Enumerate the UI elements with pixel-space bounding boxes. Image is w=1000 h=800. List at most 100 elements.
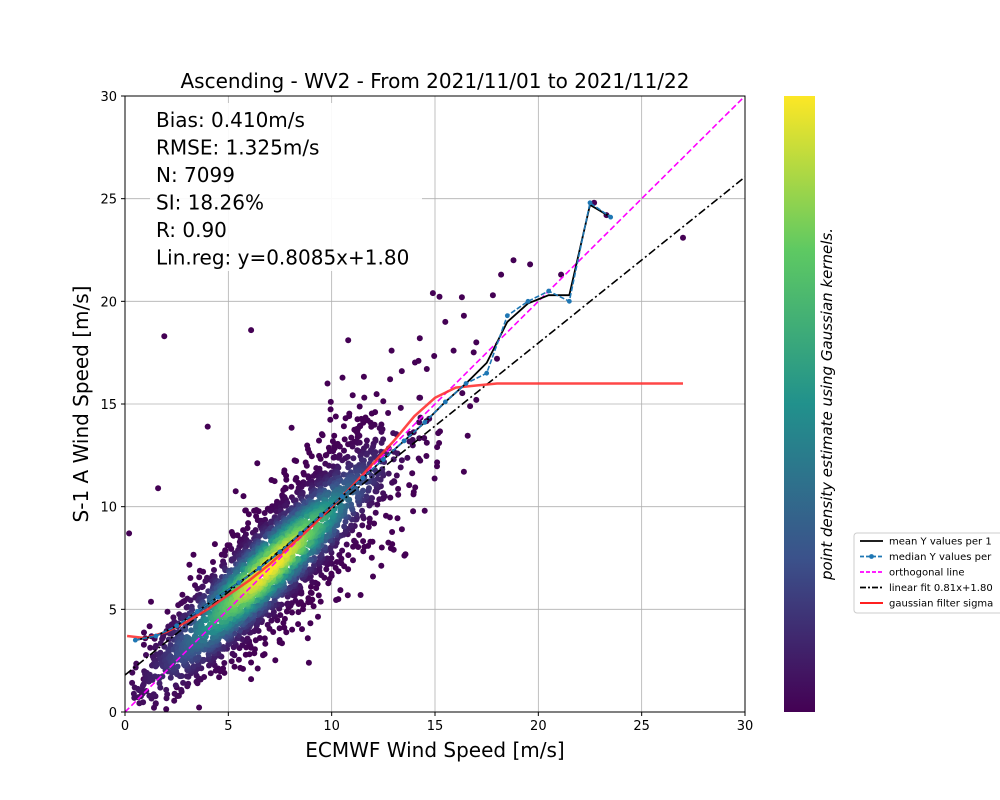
scatter-point — [190, 551, 197, 558]
scatter-point — [395, 491, 402, 498]
median-marker — [566, 298, 572, 304]
scatter-point — [389, 479, 396, 486]
scatter-point — [393, 472, 400, 479]
scatter-point — [366, 501, 373, 508]
scatter-point — [150, 691, 157, 698]
scatter-point — [252, 637, 259, 644]
scatter-point — [333, 559, 340, 565]
scatter-point — [129, 679, 136, 686]
median-marker — [360, 475, 366, 481]
scatter-point — [473, 396, 480, 403]
scatter-point — [380, 490, 387, 497]
scatter-point — [156, 680, 163, 687]
scatter-point — [276, 625, 283, 632]
scatter-point — [289, 626, 296, 633]
scatter-point — [429, 290, 436, 297]
scatter-point — [201, 593, 208, 599]
scatter-point — [349, 443, 356, 450]
median-marker — [298, 530, 304, 536]
scatter-point — [336, 443, 343, 450]
scatter-point — [187, 575, 194, 581]
scatter-point — [293, 458, 300, 464]
scatter-point — [237, 664, 244, 671]
scatter-point — [397, 464, 404, 471]
scatter-point — [323, 566, 330, 573]
scatter-point — [324, 555, 331, 562]
scatter-points — [126, 199, 686, 712]
scatter-point — [255, 574, 261, 581]
scatter-point — [196, 704, 203, 711]
scatter-point — [434, 459, 441, 466]
scatter-point — [368, 423, 375, 430]
scatter-point — [178, 686, 185, 693]
scatter-point — [409, 470, 416, 477]
median-marker — [215, 594, 221, 600]
scatter-point — [183, 673, 190, 680]
y-tick-label: 30 — [100, 90, 117, 105]
scatter-point — [190, 663, 197, 670]
scatter-point — [378, 544, 385, 551]
median-marker — [256, 565, 262, 571]
scatter-point — [402, 551, 409, 558]
scatter-point — [360, 373, 367, 380]
scatter-point — [332, 413, 339, 420]
scatter-point — [349, 392, 356, 399]
scatter-point — [232, 488, 239, 495]
scatter-point — [140, 699, 147, 706]
scatter-point — [328, 570, 335, 577]
scatter-point — [360, 538, 367, 545]
scatter-point — [436, 293, 443, 300]
scatter-point — [194, 585, 201, 592]
scatter-point — [221, 552, 228, 559]
x-axis-title: ECMWF Wind Speed [m/s] — [305, 738, 564, 762]
scatter-point — [164, 608, 171, 615]
scatter-point — [332, 564, 339, 571]
scatter-point — [228, 658, 235, 665]
scatter-point — [385, 470, 392, 477]
median-marker — [484, 370, 490, 376]
scatter-point — [431, 353, 438, 359]
scatter-point — [342, 518, 349, 525]
legend-label: linear fit 0.81x+1.80 — [889, 583, 993, 594]
scatter-point — [288, 483, 295, 490]
scatter-point — [171, 690, 178, 697]
scatter-point — [356, 531, 363, 538]
scatter-point — [450, 347, 457, 354]
scatter-point — [387, 376, 394, 383]
median-marker — [442, 399, 448, 405]
scatter-point — [211, 567, 217, 573]
scatter-point — [296, 563, 303, 570]
scatter-point — [283, 476, 290, 483]
scatter-point — [345, 552, 352, 559]
scatter-point — [330, 448, 337, 455]
scatter-point — [356, 439, 363, 446]
scatter-point — [410, 489, 417, 495]
scatter-point — [231, 663, 238, 670]
scatter-point — [310, 603, 317, 610]
scatter-point — [388, 347, 395, 354]
scatter-point — [323, 533, 329, 540]
scatter-point — [442, 318, 449, 325]
y-tick-label: 20 — [100, 295, 117, 310]
scatter-point — [337, 587, 344, 594]
scatter-point — [315, 613, 321, 620]
scatter-point — [295, 621, 302, 628]
scatter-point — [180, 679, 187, 686]
scatter-point — [376, 496, 383, 503]
scatter-point — [458, 294, 465, 301]
scatter-point — [307, 620, 314, 627]
scatter-point — [339, 457, 346, 464]
median-marker — [194, 608, 200, 614]
scatter-point — [143, 652, 149, 658]
scatter-point — [148, 598, 154, 605]
x-tick-label: 10 — [323, 719, 340, 734]
scatter-point — [288, 424, 295, 431]
scatter-point — [262, 516, 269, 523]
scatter-point — [366, 515, 373, 522]
scatter-point — [680, 234, 686, 241]
median-marker — [339, 494, 345, 499]
scatter-point — [421, 435, 428, 441]
scatter-point — [368, 554, 375, 561]
scatter-point — [372, 509, 379, 516]
